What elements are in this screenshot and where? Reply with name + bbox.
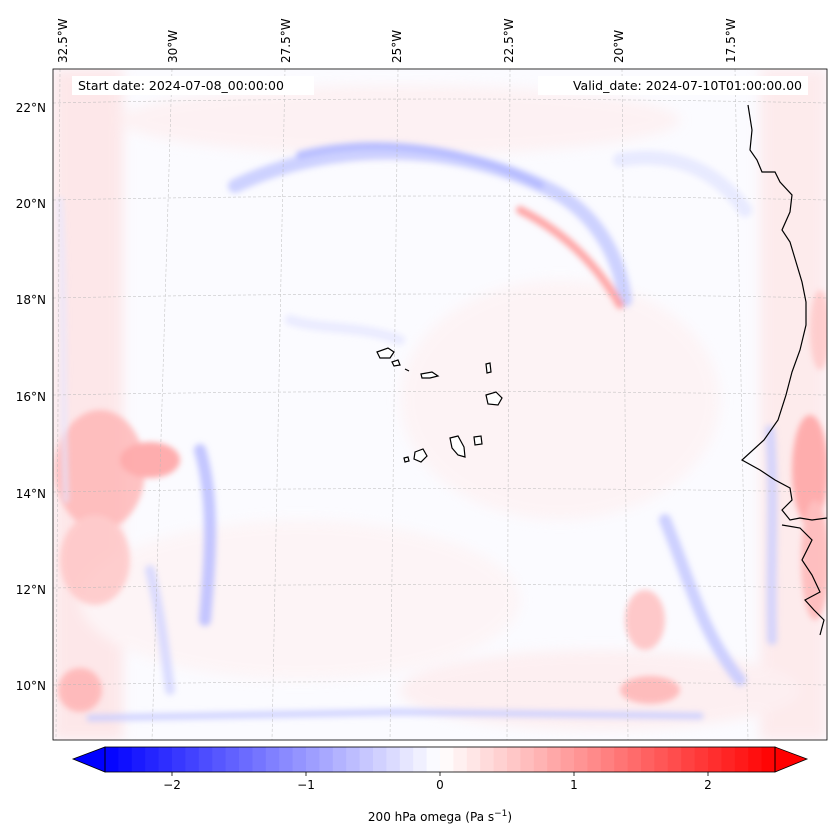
- lat-label: 18°N: [16, 293, 46, 307]
- lon-label: 17.5°W: [724, 18, 738, 63]
- colorbar-cell: [641, 747, 655, 772]
- colorbar-tick-label: −2: [163, 778, 181, 792]
- colorbar-cell: [560, 747, 575, 772]
- colorbar-cell: [306, 747, 320, 772]
- valid-date-text: Valid_date: 2024-07-10T01:00:00.00: [573, 78, 802, 93]
- colorbar-cell: [145, 747, 159, 772]
- start-date-text: Start date: 2024-07-08_00:00:00: [78, 78, 284, 93]
- lat-label: 22°N: [16, 101, 46, 115]
- colorbar-cell: [694, 747, 709, 772]
- colorbar-label: 200 hPa omega (Pa s−1): [368, 809, 512, 824]
- colorbar-tick-label: 1: [570, 778, 578, 792]
- colorbar-cell: [533, 747, 548, 772]
- colorbar-cell: [667, 747, 682, 772]
- island-brava: [403, 456, 410, 463]
- colorbar-cell: [386, 747, 401, 772]
- colorbar-cell: [198, 747, 213, 772]
- lon-label: 25°W: [390, 30, 404, 63]
- colorbar-cell: [627, 747, 642, 772]
- colorbar-cell: [440, 747, 454, 772]
- colorbar-cell: [466, 747, 481, 772]
- island-santo-antao: [376, 347, 395, 359]
- colorbar-cell: [265, 747, 280, 772]
- colorbar-tick-label: 2: [704, 778, 712, 792]
- colorbar-cell: [346, 747, 360, 772]
- colorbar-cell: [654, 747, 669, 772]
- colorbar-cell: [574, 747, 588, 772]
- colorbar-cell: [721, 747, 736, 772]
- colorbar-cell: [279, 747, 293, 772]
- lat-label: 14°N: [16, 487, 46, 501]
- colorbar-cell: [359, 747, 374, 772]
- colorbar-cell: [172, 747, 186, 772]
- colorbar-cell: [332, 747, 347, 772]
- colorbar-cell: [105, 747, 119, 772]
- island-santiago: [449, 435, 466, 458]
- island-fogo: [413, 448, 428, 463]
- colorbar-cell: [399, 747, 414, 772]
- colorbar-cell: [185, 747, 200, 772]
- colorbar-ticks: −2 −1 0 1 2: [163, 772, 712, 792]
- colorbar-cells: [105, 747, 776, 772]
- lat-label: 10°N: [16, 679, 46, 693]
- coastline: [376, 104, 827, 636]
- colorbar-tick-label: −1: [297, 778, 315, 792]
- colorbar-cell: [453, 747, 468, 772]
- longitude-labels: 32.5°W 30°W 27.5°W 25°W 22.5°W 20°W 17.5…: [56, 18, 738, 63]
- lat-label: 12°N: [16, 583, 46, 597]
- colorbar-cell: [681, 747, 695, 772]
- colorbar: −2 −1 0 1 2 200 hPa omega (Pa s−1): [71, 746, 809, 824]
- colorbar-cell: [426, 747, 441, 772]
- africa-coastline: [740, 104, 827, 636]
- lat-label: 20°N: [16, 197, 46, 211]
- island-sao-nicolau: [420, 371, 440, 379]
- colorbar-cell: [158, 747, 173, 772]
- colorbar-cell: [225, 747, 240, 772]
- latitude-labels: 22°N 20°N 18°N 16°N 14°N 12°N 10°N: [16, 101, 46, 693]
- map-frame: [52, 68, 828, 741]
- lon-label: 32.5°W: [56, 18, 70, 63]
- lon-label: 22.5°W: [502, 18, 516, 63]
- colorbar-cell: [480, 747, 494, 772]
- colorbar-cell: [373, 747, 387, 772]
- colorbar-cell: [493, 747, 508, 772]
- island-boa-vista: [485, 391, 503, 406]
- colorbar-tick-label: 0: [436, 778, 444, 792]
- colorbar-cell: [547, 747, 561, 772]
- lon-label: 30°W: [166, 30, 180, 63]
- colorbar-cell: [520, 747, 535, 772]
- island-maio: [473, 435, 483, 446]
- colorbar-cell: [239, 747, 253, 772]
- colorbar-extend-high: [774, 746, 809, 773]
- colorbar-cell: [319, 747, 334, 772]
- island-santa-luzia: [404, 368, 410, 372]
- lon-label: 20°W: [612, 30, 626, 63]
- colorbar-cell: [212, 747, 226, 772]
- colorbar-cell: [600, 747, 615, 772]
- colorbar-cell: [292, 747, 307, 772]
- colorbar-cell: [708, 747, 722, 772]
- lon-label: 27.5°W: [279, 18, 293, 63]
- colorbar-cell: [734, 747, 749, 772]
- graticule: [53, 69, 827, 740]
- island-sao-vicente: [391, 359, 401, 367]
- colorbar-cell: [252, 747, 267, 772]
- colorbar-cell: [131, 747, 146, 772]
- colorbar-cell: [413, 747, 427, 772]
- colorbar-cell: [761, 747, 776, 772]
- omega-field: [53, 69, 827, 740]
- map-panel: Start date: 2024-07-08_00:00:00 Valid_da…: [52, 68, 828, 741]
- colorbar-cell: [587, 747, 602, 772]
- colorbar-extend-low: [71, 746, 106, 773]
- colorbar-cell: [118, 747, 133, 772]
- colorbar-cell: [748, 747, 762, 772]
- colorbar-cell: [507, 747, 521, 772]
- colorbar-cell: [614, 747, 628, 772]
- island-sal: [485, 362, 492, 374]
- lat-label: 16°N: [16, 390, 46, 404]
